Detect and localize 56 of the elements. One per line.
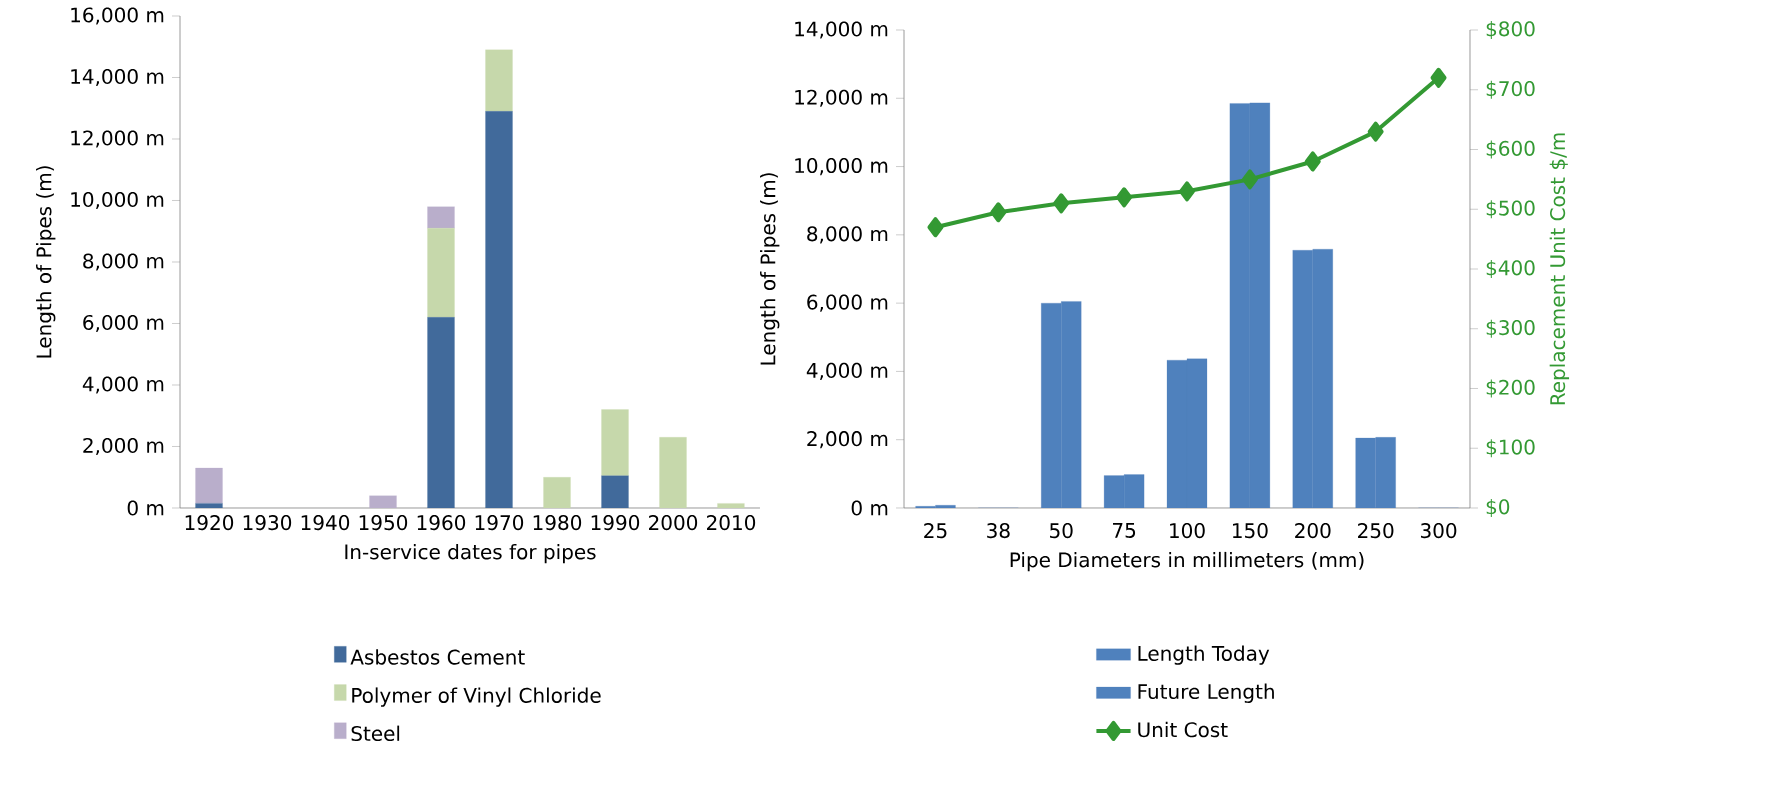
legend-label: Length Today — [1138, 645, 1270, 665]
y2-tick-label: $800 — [1486, 20, 1535, 40]
x-tick-label: 25 — [924, 523, 947, 539]
y2-tick-label: $200 — [1486, 379, 1535, 398]
x-tick-label: 50 — [1050, 523, 1073, 539]
y-tick-label: 4,000 m — [806, 362, 888, 380]
x-tick-label: 1930 — [243, 515, 292, 531]
x-tick-label: 1940 — [301, 515, 350, 531]
y-tick-label: 10,000 m — [795, 157, 888, 176]
y2-tick-label: $500 — [1486, 200, 1535, 219]
y2-tick-label: $100 — [1486, 439, 1535, 458]
x-tick-label: 1980 — [533, 515, 582, 531]
x-tick-label: 2010 — [707, 515, 756, 531]
y-tick-label: 0 m — [127, 500, 164, 516]
legend-label: Unit Cost — [1138, 721, 1228, 738]
y-tick-label: 14,000 m — [795, 21, 888, 39]
y-tick-label: 8,000 m — [83, 253, 164, 271]
y-tick-label: 4,000 m — [82, 376, 164, 394]
y2-tick-label: $0 — [1486, 498, 1510, 518]
x-tick-label: 150 — [1232, 523, 1268, 539]
y2-tick-label: $300 — [1486, 319, 1535, 338]
y-tick-label: 8,000 m — [807, 226, 888, 244]
x-tick-label: 1920 — [185, 515, 234, 531]
y-tick-label: 12,000 m — [795, 89, 888, 107]
y-tick-label: 16,000 m — [71, 7, 164, 25]
y2-tick-label: $700 — [1486, 80, 1535, 99]
x-tick-label: 1970 — [475, 515, 524, 531]
y-tick-label: 0 m — [851, 500, 888, 516]
y2-tick-label: $400 — [1486, 259, 1535, 279]
x-tick-label: 2000 — [649, 515, 698, 531]
y-tick-label: 12,000 m — [71, 130, 164, 148]
y-axis-title: Length of Pipes (m) — [36, 166, 56, 358]
x-tick-label: 1960 — [417, 515, 466, 531]
y2-tick-label: $600 — [1486, 140, 1535, 159]
legend-label: Polymer of Vinyl Chloride — [352, 687, 601, 707]
y-tick-label: 6,000 m — [807, 294, 888, 312]
x-axis-title: In-service dates for pipes — [345, 543, 596, 564]
legend-label: Future Length — [1138, 683, 1274, 704]
y-tick-label: 2,000 m — [807, 431, 888, 449]
legend-label: Asbestos Cement — [350, 649, 525, 665]
x-tick-label: 75 — [1113, 523, 1136, 538]
y-tick-label: 14,000 m — [71, 68, 164, 87]
x-tick-label: 100 — [1170, 523, 1205, 539]
y-tick-label: 2,000 m — [83, 437, 164, 456]
x-tick-label: 38 — [987, 523, 1010, 539]
x-tick-label: 200 — [1295, 523, 1331, 539]
y2-axis-title: Replacement Unit Cost $/m — [1549, 133, 1570, 405]
x-tick-label: 1950 — [359, 515, 408, 531]
y-tick-label: 10,000 m — [71, 191, 164, 210]
legend-label: Steel — [351, 725, 400, 742]
x-tick-label: 1990 — [591, 515, 640, 531]
x-axis-title: Pipe Diameters in millimeters (mm) — [1010, 551, 1364, 572]
x-tick-label: 300 — [1421, 523, 1457, 539]
y-axis-title: Length of Pipes (m) — [760, 173, 780, 365]
y-tick-label: 6,000 m — [83, 314, 164, 333]
x-tick-label: 250 — [1358, 523, 1394, 539]
